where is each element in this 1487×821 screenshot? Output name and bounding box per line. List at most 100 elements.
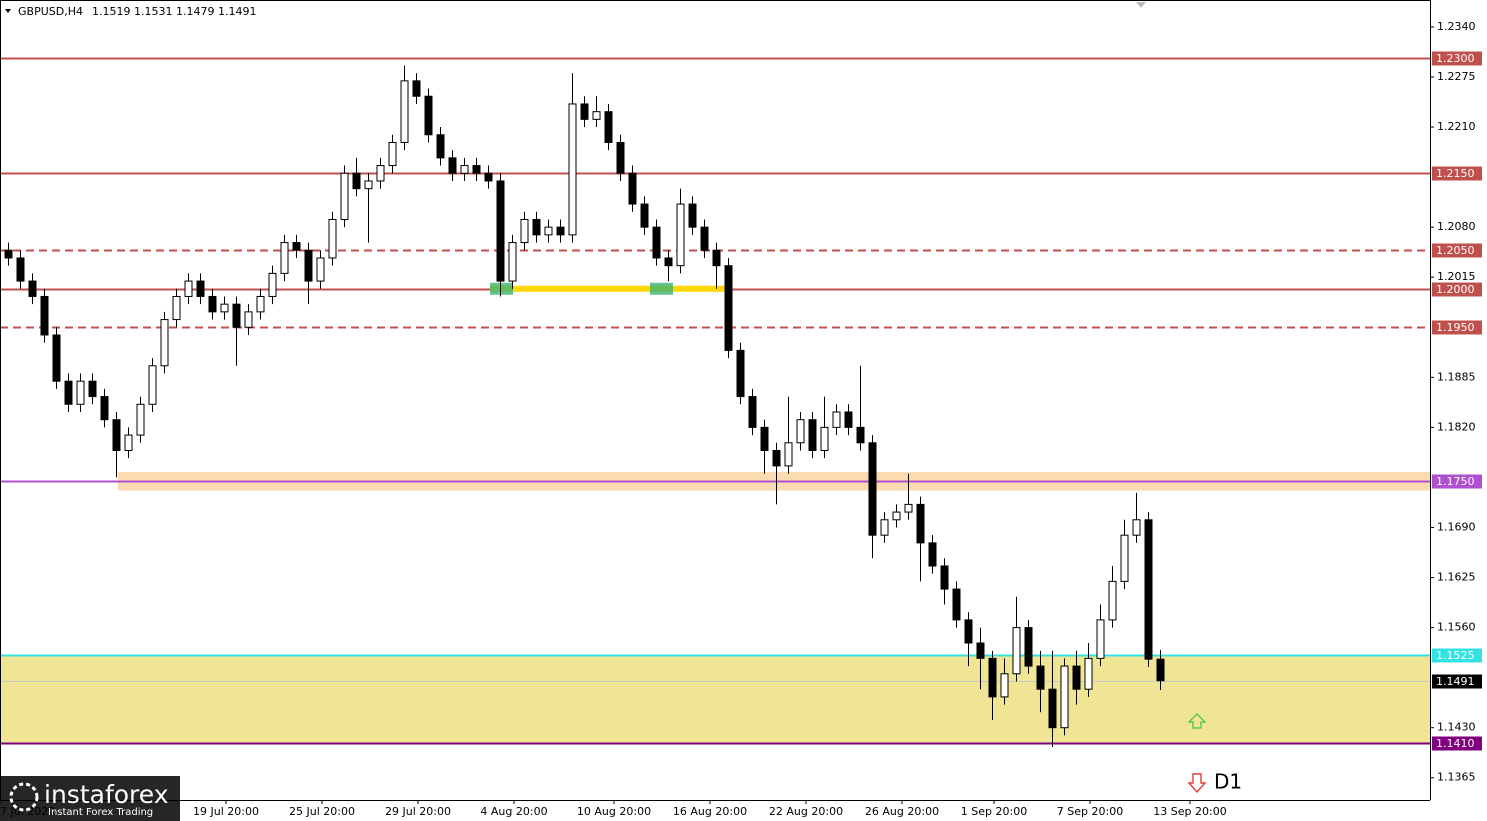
- candle-body: [976, 642, 985, 659]
- candle-body: [232, 303, 241, 328]
- candle-body: [784, 442, 793, 467]
- candle-body: [1084, 657, 1093, 690]
- candle-body: [820, 426, 829, 451]
- support-bar: [490, 285, 725, 292]
- candle-body: [1036, 665, 1045, 690]
- header-value: 1.1491: [218, 5, 257, 18]
- candle-body: [640, 203, 649, 228]
- candle-body: [808, 419, 817, 451]
- candle-body: [268, 272, 277, 297]
- level-label: 1.1950: [1436, 321, 1475, 334]
- y-tick-label: 1.1365: [1437, 771, 1476, 784]
- candle-body: [76, 380, 85, 405]
- candle-body: [772, 449, 781, 467]
- level-label-box: [1432, 282, 1482, 297]
- x-tick-label: 25 Jul 20:00: [289, 805, 355, 818]
- candle-body: [400, 80, 409, 143]
- candle-body: [460, 165, 469, 174]
- candle-body: [280, 242, 289, 274]
- candle-body: [832, 411, 841, 428]
- level-label-box: [1432, 674, 1482, 689]
- candle-body: [1156, 658, 1165, 682]
- candle-body: [208, 295, 217, 313]
- level-label-box: [1432, 166, 1482, 181]
- level-label: 1.2300: [1436, 52, 1475, 65]
- candle-body: [952, 588, 961, 621]
- level-label-box: [1432, 736, 1482, 751]
- candle-body: [796, 419, 805, 444]
- candle-body: [988, 657, 997, 698]
- y-tick-label: 1.2210: [1437, 120, 1476, 133]
- candle-body: [844, 411, 853, 428]
- y-tick-label: 1.1690: [1437, 520, 1476, 533]
- logo: instaforex Instant Forex Trading: [0, 776, 180, 821]
- level-label: 1.2000: [1436, 283, 1475, 296]
- candle-body: [340, 172, 349, 220]
- candle-body: [736, 349, 745, 398]
- header-value: 1.1519: [92, 5, 131, 18]
- level-label-box: [1432, 474, 1482, 489]
- candle-body: [352, 172, 361, 190]
- x-tick-label: 29 Jul 20:00: [385, 805, 451, 818]
- candle-body: [16, 257, 25, 282]
- x-tick-label: 10 Aug 20:00: [577, 805, 651, 818]
- x-tick-label: 13 Sep 20:00: [1153, 805, 1226, 818]
- candle-body: [1060, 665, 1069, 729]
- candle-body: [28, 280, 37, 297]
- candle-body: [52, 334, 61, 382]
- candle-body: [88, 380, 97, 398]
- x-tick-label: 7 Sep 20:00: [1057, 805, 1123, 818]
- y-tick-label: 1.1625: [1437, 571, 1476, 584]
- candle-body: [652, 226, 661, 259]
- level-label: 1.1525: [1436, 649, 1475, 662]
- candle-body: [748, 396, 757, 428]
- candle-body: [1048, 688, 1057, 729]
- level-label-box: [1432, 320, 1482, 335]
- candle-body: [604, 111, 613, 143]
- candle-body: [964, 619, 973, 644]
- candle-body: [1024, 627, 1033, 667]
- logo-icon: [9, 782, 39, 812]
- candle-body: [532, 218, 541, 236]
- candle-body: [724, 265, 733, 351]
- candle-body: [472, 165, 481, 174]
- zone: [0, 654, 1430, 744]
- candle-body: [436, 134, 445, 159]
- candle-body: [892, 511, 901, 521]
- candle-body: [184, 280, 193, 297]
- down-arrow: [1187, 773, 1207, 794]
- support-touch: [650, 282, 673, 295]
- support-touch: [490, 282, 513, 295]
- level-label: 1.2050: [1436, 244, 1475, 257]
- candle-body: [388, 141, 397, 167]
- menu-arrow: [5, 9, 11, 13]
- header-value: 1.1531: [134, 5, 173, 18]
- x-tick-label: 19 Jul 20:00: [193, 805, 259, 818]
- up-arrow: [1187, 713, 1207, 729]
- candle-body: [580, 103, 589, 120]
- symbol: GBPUSD,H4: [18, 5, 83, 18]
- candle-body: [376, 165, 385, 182]
- candle-body: [112, 419, 121, 451]
- y-tick-label: 1.2080: [1437, 220, 1476, 233]
- y-tick-label: 1.1820: [1437, 420, 1476, 433]
- candle-body: [292, 242, 301, 251]
- candle-body: [172, 295, 181, 321]
- candle-body: [364, 180, 373, 190]
- x-tick-label: 1 Sep 20:00: [961, 805, 1027, 818]
- candle-body: [1072, 665, 1081, 690]
- candle-body: [424, 95, 433, 136]
- candle-body: [1144, 519, 1153, 660]
- candle-body: [940, 565, 949, 590]
- candle-body: [412, 80, 421, 97]
- candle-body: [904, 503, 913, 513]
- candle-body: [568, 103, 577, 236]
- candle-body: [928, 542, 937, 567]
- candle-body: [760, 426, 769, 451]
- level-label: 1.2150: [1436, 167, 1475, 180]
- candle-body: [496, 180, 505, 282]
- candle-body: [1000, 673, 1009, 698]
- candle-body: [160, 319, 169, 367]
- candle-body: [316, 257, 325, 282]
- level-label-box: [1432, 51, 1482, 66]
